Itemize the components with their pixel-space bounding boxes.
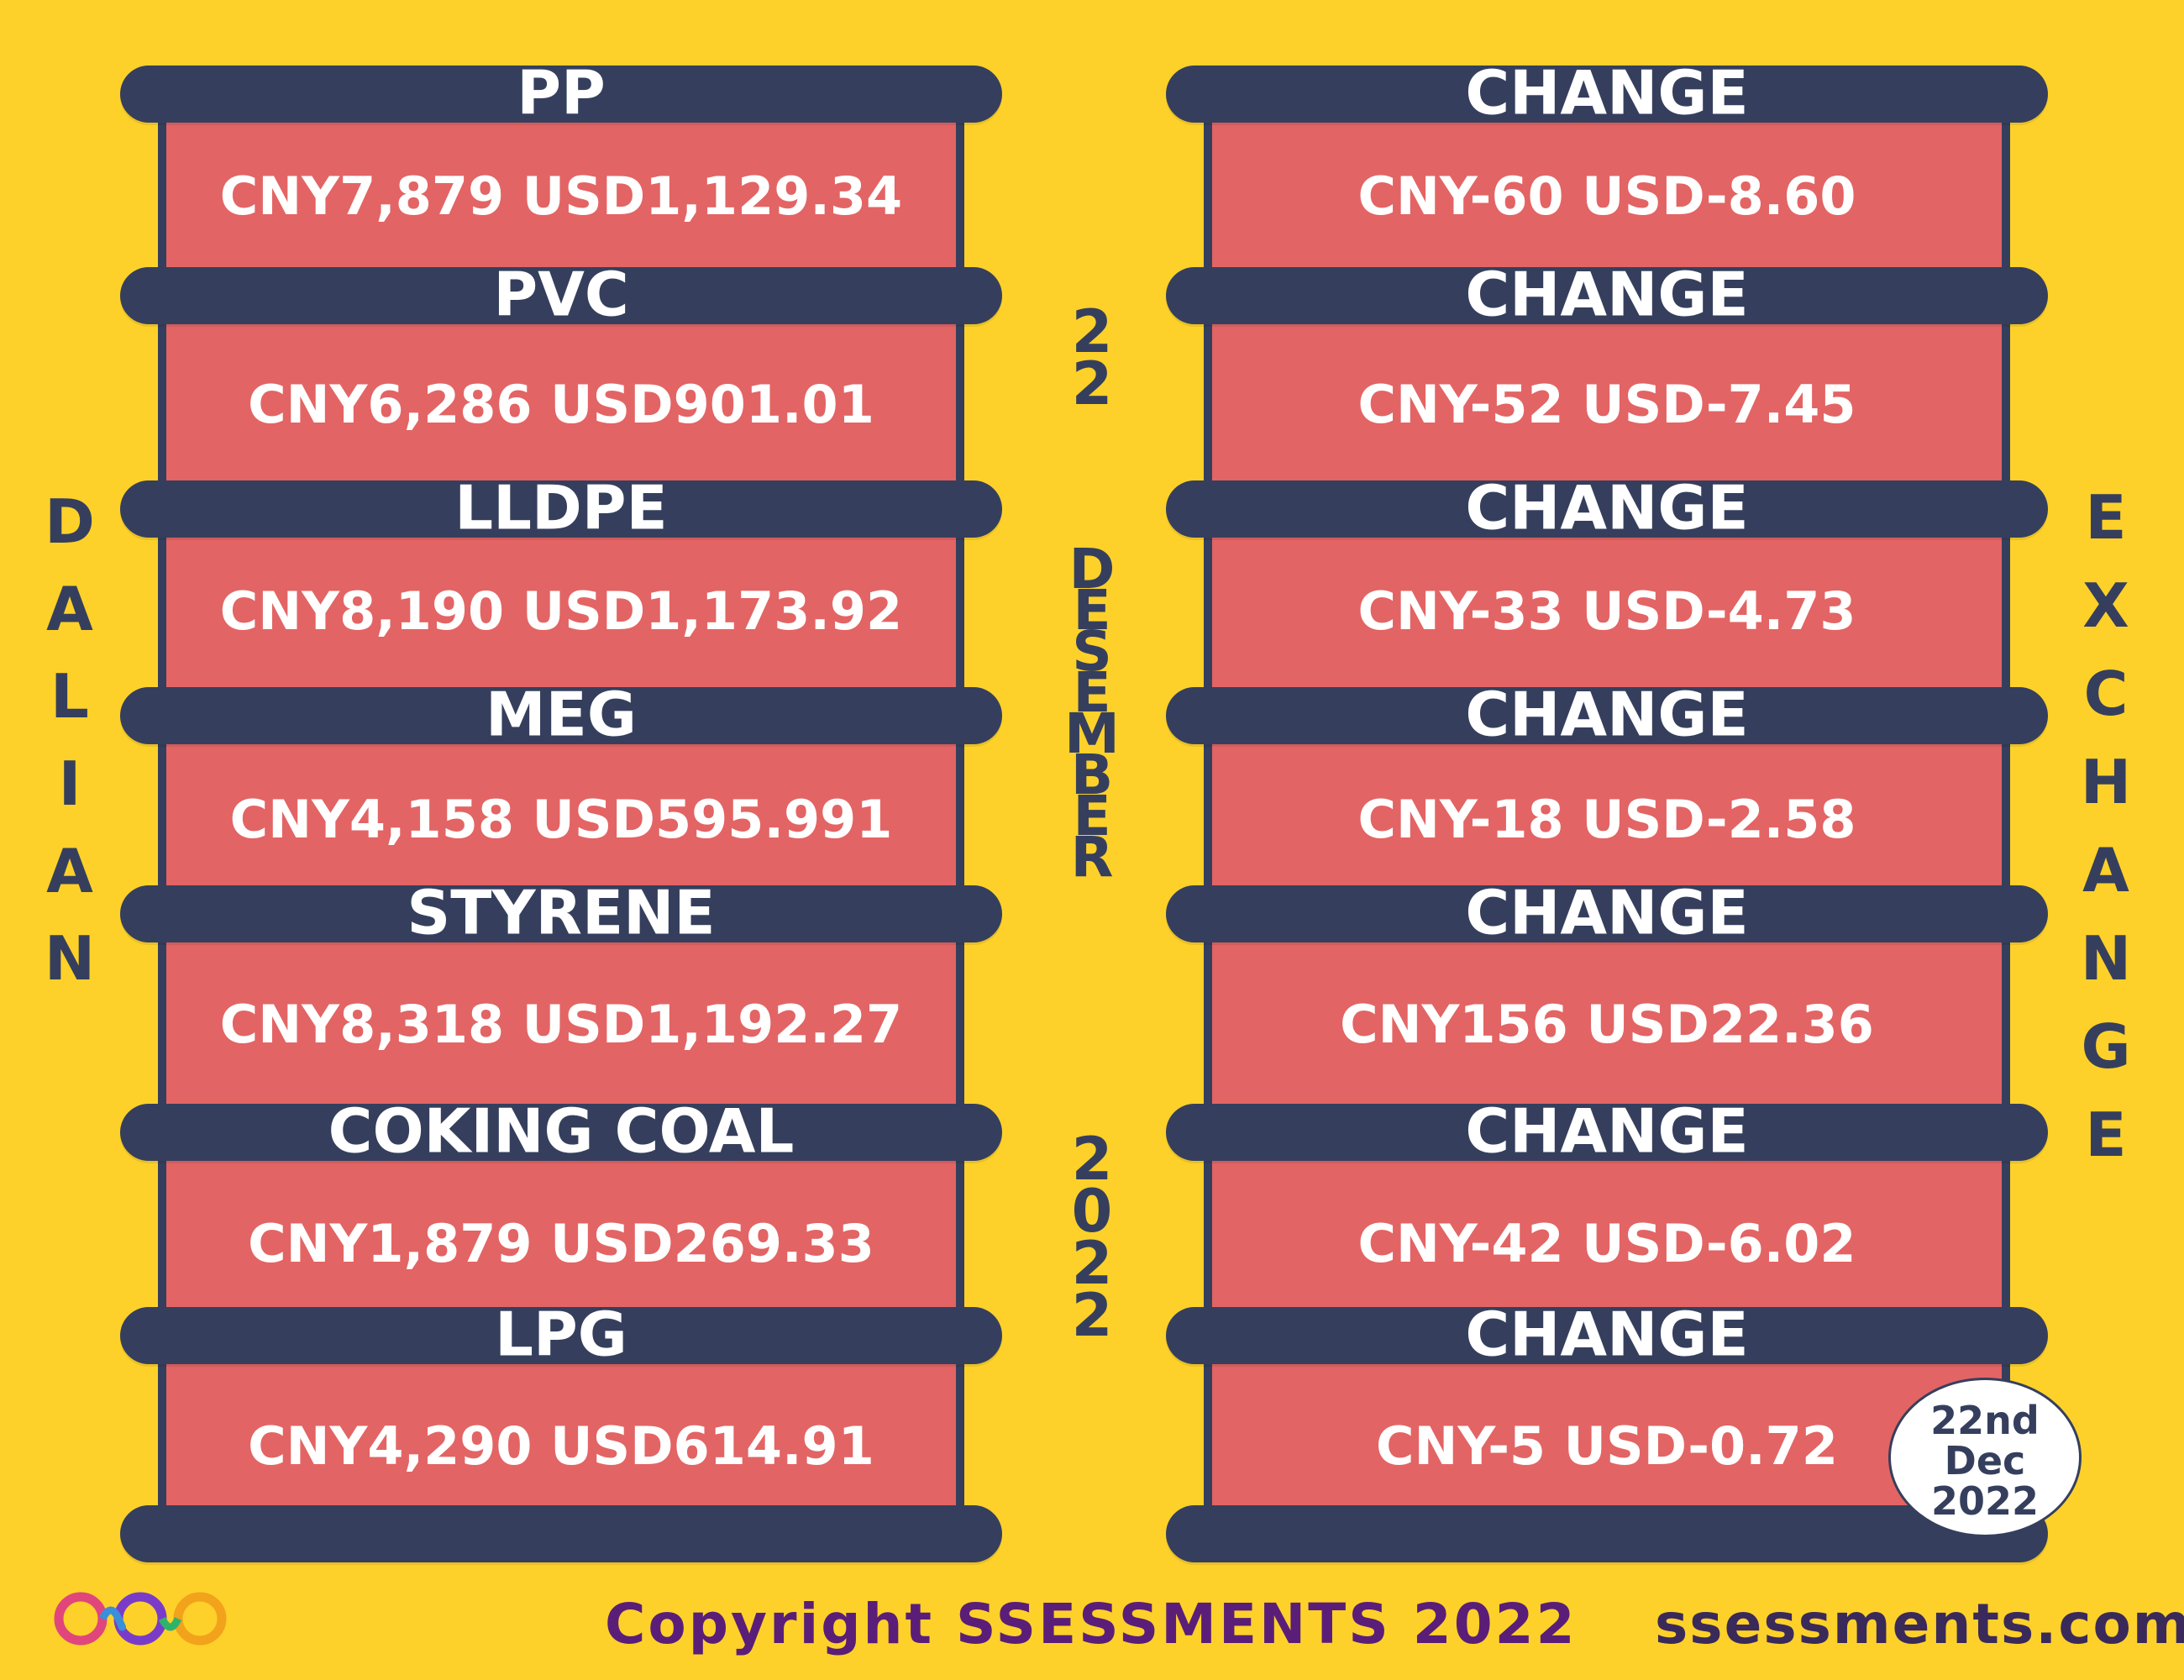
change-header: CHANGE [1166,259,2048,330]
change-label: CHANGE [1465,472,1749,543]
commodity-header: LPG [120,1299,1002,1370]
commodity-price: CNY1,879 USD269.33 [248,1213,874,1275]
commodity-price-box: CNY6,286 USD901.01 [158,301,964,499]
change-label: CHANGE [1465,259,1749,330]
commodity-name: PVC [493,259,629,330]
date-badge-month: Dec [1944,1438,2026,1483]
change-box: CNY-18 USD-2.58 [1204,721,2010,909]
change-value: CNY-52 USD-7.45 [1357,374,1856,436]
commodity-name: COKING COAL [328,1095,795,1167]
date-day-vertical: 2 2 [1071,297,1113,418]
commodity-header: PP [120,57,1002,129]
exchange-vertical-label: E X C H A N G E [2080,482,2132,1170]
change-header: CHANGE [1166,1095,2048,1167]
commodity-name: LLDPE [454,472,668,543]
commodity-price-box: CNY7,879 USD1,129.34 [158,99,964,284]
copyright-text: Copyright SSESSMENTS 2022 [605,1592,1578,1656]
commodity-header: MEG [120,679,1002,750]
change-box: CNY-42 USD-6.02 [1204,1137,2010,1341]
change-value: CNY-5 USD-0.72 [1376,1415,1838,1478]
column-footer-bar [120,1505,1002,1562]
website-link[interactable]: ssessments.com [1655,1592,2184,1656]
date-badge-year: 2022 [1930,1478,2040,1524]
change-box: CNY-33 USD-4.73 [1204,514,2010,699]
date-month-vertical: D E S E M B E R [1064,537,1120,890]
change-label: CHANGE [1465,1299,1749,1370]
change-box: CNY-60 USD-8.60 [1204,99,2010,284]
date-badge-day: 22nd [1930,1398,2040,1443]
price-change-column: CHANGE CNY-60 USD-8.60 CHANGE CNY-52 USD… [1166,57,2048,1562]
commodity-price-column: PP CNY7,879 USD1,129.34 PVC CNY6,286 USD… [120,57,1002,1562]
commodity-price: CNY7,879 USD1,129.34 [219,165,903,228]
commodity-header: LLDPE [120,472,1002,543]
commodity-header: COKING COAL [120,1095,1002,1167]
commodity-header: STYRENE [120,877,1002,948]
change-value: CNY-18 USD-2.58 [1357,789,1856,851]
infinity-circles-logo-icon [54,1592,227,1646]
change-label: CHANGE [1465,877,1749,948]
change-label: CHANGE [1465,679,1749,750]
change-label: CHANGE [1465,1095,1749,1167]
column-footer-bar [1166,1505,2048,1562]
commodity-price: CNY4,158 USD595.991 [229,789,893,851]
commodity-name: STYRENE [407,877,716,948]
change-header: CHANGE [1166,472,2048,543]
change-header: CHANGE [1166,877,2048,948]
change-header: CHANGE [1166,679,2048,750]
commodity-name: PP [517,57,606,129]
date-badge: 22nd Dec 2022 [1888,1378,2082,1537]
commodity-name: MEG [486,679,637,750]
date-year-vertical: 2 0 2 2 [1071,1125,1113,1350]
change-label: CHANGE [1465,57,1749,129]
change-header: CHANGE [1166,57,2048,129]
change-box: CNY156 USD22.36 [1204,919,2010,1121]
commodity-price: CNY6,286 USD901.01 [248,374,874,436]
commodity-name: LPG [495,1299,627,1370]
change-value: CNY-42 USD-6.02 [1357,1213,1856,1275]
change-value: CNY-60 USD-8.60 [1357,165,1856,228]
commodity-price-box: CNY1,879 USD269.33 [158,1137,964,1341]
change-value: CNY-33 USD-4.73 [1357,580,1856,643]
change-value: CNY156 USD22.36 [1340,994,1874,1056]
commodity-price: CNY8,318 USD1,192.27 [219,994,903,1056]
commodity-price-box: CNY8,318 USD1,192.27 [158,919,964,1121]
commodity-header: PVC [120,259,1002,330]
change-header: CHANGE [1166,1299,2048,1370]
commodity-price-box: CNY8,190 USD1,173.92 [158,514,964,699]
commodity-price: CNY4,290 USD614.91 [248,1415,874,1478]
commodity-price-box: CNY4,158 USD595.991 [158,721,964,909]
commodity-price: CNY8,190 USD1,173.92 [219,580,903,643]
dalian-vertical-label: D A L I A N [44,486,96,994]
change-box: CNY-52 USD-7.45 [1204,301,2010,499]
